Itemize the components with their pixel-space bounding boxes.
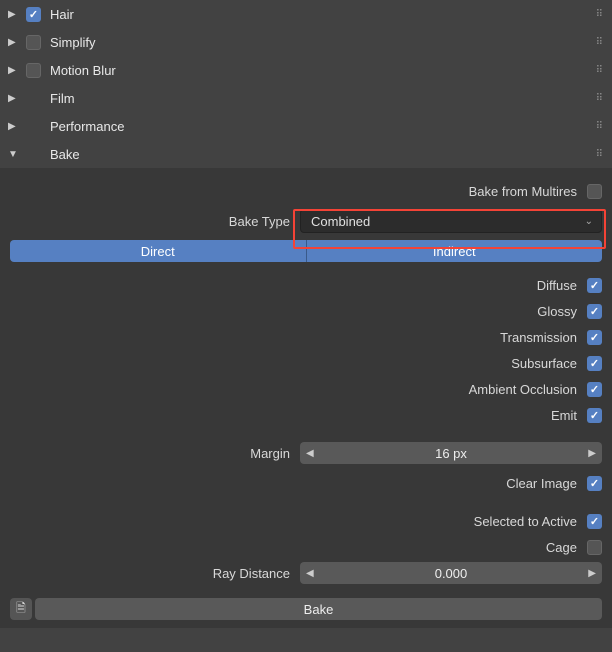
checkbox-simplify[interactable] xyxy=(26,35,41,50)
selected-to-active-label: Selected to Active xyxy=(474,514,577,529)
checkbox-ao[interactable] xyxy=(587,382,602,397)
checkbox-transmission[interactable] xyxy=(587,330,602,345)
cage-row: Cage xyxy=(10,534,602,560)
panel-label: Performance xyxy=(50,119,596,134)
panel-header-performance[interactable]: ▶ Performance ⠿ xyxy=(0,112,612,140)
bake-panel-body: Bake from Multires Bake Type Combined ⌄ … xyxy=(0,168,612,628)
increase-icon[interactable]: ▶ xyxy=(588,448,596,459)
panel-label: Hair xyxy=(50,7,596,22)
panel-label: Film xyxy=(50,91,596,106)
panel-header-bake[interactable]: ▼ Bake ⠿ xyxy=(0,140,612,168)
pass-label: Subsurface xyxy=(511,356,577,371)
checkbox-cage[interactable] xyxy=(587,540,602,555)
checkbox-diffuse[interactable] xyxy=(587,278,602,293)
bake-type-value: Combined xyxy=(311,214,370,229)
light-contribution-toggle: Direct Indirect xyxy=(10,240,602,262)
expand-icon: ▶ xyxy=(8,37,20,48)
ray-distance-row: Ray Distance ◀ 0.000 ▶ xyxy=(10,560,602,586)
grip-icon[interactable]: ⠿ xyxy=(596,149,604,160)
bake-from-multires-row: Bake from Multires xyxy=(10,178,602,204)
chevron-down-icon: ⌄ xyxy=(585,216,593,227)
pass-row-diffuse: Diffuse xyxy=(10,272,602,298)
pass-label: Transmission xyxy=(500,330,577,345)
panel-header-simplify[interactable]: ▶ Simplify ⠿ xyxy=(0,28,612,56)
pass-label: Glossy xyxy=(537,304,577,319)
bake-type-label: Bake Type xyxy=(10,214,300,229)
ray-distance-value: 0.000 xyxy=(435,566,468,581)
increase-icon[interactable]: ▶ xyxy=(588,568,596,579)
checkbox-bake-from-multires[interactable] xyxy=(587,184,602,199)
clear-image-label: Clear Image xyxy=(506,476,577,491)
bake-button-row: 🗎 Bake xyxy=(10,596,602,622)
panel-header-film[interactable]: ▶ Film ⠿ xyxy=(0,84,612,112)
pass-row-transmission: Transmission xyxy=(10,324,602,350)
grip-icon[interactable]: ⠿ xyxy=(596,121,604,132)
panel-label: Bake xyxy=(50,147,596,162)
bake-type-select[interactable]: Combined ⌄ xyxy=(300,209,602,233)
margin-label: Margin xyxy=(10,446,300,461)
checkbox-motion-blur[interactable] xyxy=(26,63,41,78)
ray-distance-label: Ray Distance xyxy=(10,566,300,581)
pass-row-ao: Ambient Occlusion xyxy=(10,376,602,402)
bake-type-row: Bake Type Combined ⌄ xyxy=(10,208,602,234)
margin-value: 16 px xyxy=(435,446,467,461)
cage-label: Cage xyxy=(546,540,577,555)
direct-toggle[interactable]: Direct xyxy=(10,240,306,262)
grip-icon[interactable]: ⠿ xyxy=(596,9,604,20)
selected-to-active-row: Selected to Active xyxy=(10,508,602,534)
panel-header-motion-blur[interactable]: ▶ Motion Blur ⠿ xyxy=(0,56,612,84)
panel-label: Simplify xyxy=(50,35,596,50)
checkbox-selected-to-active[interactable] xyxy=(587,514,602,529)
panel-header-hair[interactable]: ▶ Hair ⠿ xyxy=(0,0,612,28)
ray-distance-field[interactable]: ◀ 0.000 ▶ xyxy=(300,562,602,584)
expand-icon: ▶ xyxy=(8,93,20,104)
indirect-toggle[interactable]: Indirect xyxy=(306,240,603,262)
grip-icon[interactable]: ⠿ xyxy=(596,65,604,76)
grip-icon[interactable]: ⠿ xyxy=(596,93,604,104)
bake-button[interactable]: Bake xyxy=(35,598,602,620)
checkbox-clear-image[interactable] xyxy=(587,476,602,491)
pass-row-emit: Emit xyxy=(10,402,602,428)
bake-from-multires-label: Bake from Multires xyxy=(469,184,577,199)
margin-field[interactable]: ◀ 16 px ▶ xyxy=(300,442,602,464)
decrease-icon[interactable]: ◀ xyxy=(306,568,314,579)
pass-label: Emit xyxy=(551,408,577,423)
grip-icon[interactable]: ⠿ xyxy=(596,37,604,48)
panel-label: Motion Blur xyxy=(50,63,596,78)
checkbox-hair[interactable] xyxy=(26,7,41,22)
decrease-icon[interactable]: ◀ xyxy=(306,448,314,459)
bake-icon[interactable]: 🗎 xyxy=(10,598,32,620)
checkbox-glossy[interactable] xyxy=(587,304,602,319)
checkbox-subsurface[interactable] xyxy=(587,356,602,371)
margin-row: Margin ◀ 16 px ▶ xyxy=(10,440,602,466)
pass-label: Diffuse xyxy=(537,278,577,293)
pass-label: Ambient Occlusion xyxy=(469,382,577,397)
pass-row-glossy: Glossy xyxy=(10,298,602,324)
expand-icon: ▶ xyxy=(8,65,20,76)
expand-icon: ▶ xyxy=(8,9,20,20)
expand-icon: ▶ xyxy=(8,121,20,132)
clear-image-row: Clear Image xyxy=(10,470,602,496)
pass-row-subsurface: Subsurface xyxy=(10,350,602,376)
checkbox-emit[interactable] xyxy=(587,408,602,423)
collapse-icon: ▼ xyxy=(8,149,20,160)
